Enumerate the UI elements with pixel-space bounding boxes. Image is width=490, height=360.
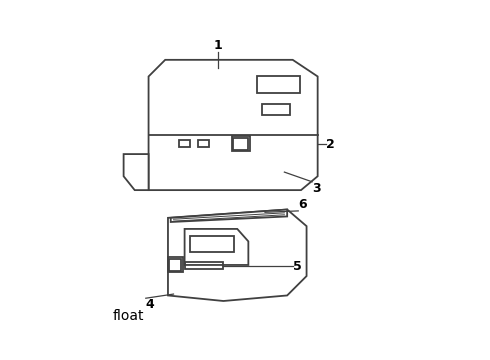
Polygon shape <box>148 60 318 190</box>
Text: 5: 5 <box>293 260 301 273</box>
Text: 3: 3 <box>312 182 321 195</box>
Bar <box>168 257 183 272</box>
Bar <box>232 136 250 151</box>
Bar <box>190 236 235 252</box>
Text: float: float <box>113 309 144 323</box>
Text: 4: 4 <box>146 298 154 311</box>
Polygon shape <box>168 210 307 301</box>
Bar <box>169 258 181 271</box>
Polygon shape <box>123 154 148 190</box>
Bar <box>179 140 190 147</box>
Bar <box>262 104 290 115</box>
Text: 2: 2 <box>326 138 335 151</box>
Bar <box>257 76 300 93</box>
Bar <box>198 140 209 147</box>
Polygon shape <box>171 210 287 222</box>
Bar <box>185 262 223 269</box>
Text: 1: 1 <box>214 39 222 51</box>
Bar <box>233 138 248 150</box>
Text: 6: 6 <box>298 198 307 211</box>
